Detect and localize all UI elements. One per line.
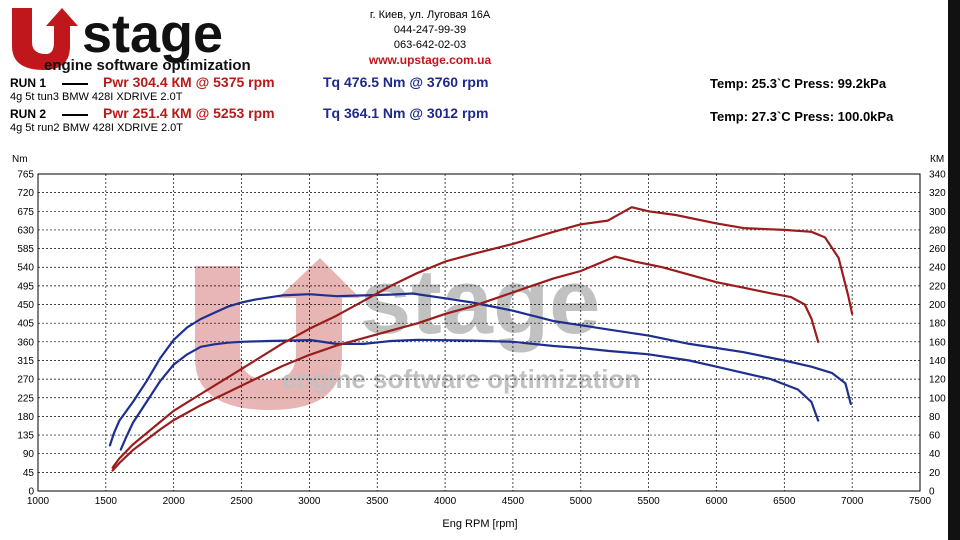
run-1-line-swatch: [62, 83, 88, 85]
y-left-tick-label: 225: [17, 393, 34, 404]
run-2-power: Pwr 251.4 КМ @ 5253 rpm: [103, 105, 275, 121]
run-1-conditions: Temp: 25.3`C Press: 99.2kPa: [710, 76, 887, 91]
y-left-tick-label: 450: [17, 300, 34, 311]
y-axis-right-label: КМ: [930, 154, 944, 165]
upstage-logo: stage engine software optimization: [12, 4, 251, 74]
x-tick-label: 3000: [298, 496, 321, 507]
y-right-tick-label: 320: [929, 188, 946, 199]
phone-2: 063-642-02-03: [393, 39, 467, 51]
chart-series: [108, 206, 854, 472]
y-left-tick-label: 0: [28, 487, 34, 498]
y-left-tick-label: 765: [17, 170, 34, 181]
x-tick-label: 7500: [909, 496, 932, 507]
y-left-tick-label: 180: [17, 412, 34, 423]
x-tick-label: 5000: [570, 496, 593, 507]
x-tick-label: 1500: [95, 496, 118, 507]
run-1-description: 4g 5t tun3 BMW 428I XDRIVE 2.0T: [10, 91, 183, 103]
series-line-run-1-pwr: [111, 206, 854, 469]
x-tick-label: 7000: [841, 496, 864, 507]
x-tick-label: 2500: [230, 496, 253, 507]
x-tick-label: 6000: [705, 496, 728, 507]
y-left-tick-label: 495: [17, 281, 34, 292]
y-right-tick-label: 240: [929, 263, 946, 274]
contact-block: г. Киев, ул. Луговая 16А 044-247-99-39 0…: [330, 8, 530, 68]
y-right-tick-label: 200: [929, 300, 946, 311]
x-tick-label: 6500: [773, 496, 796, 507]
y-right-tick-label: 100: [929, 393, 946, 404]
y-right-tick-label: 160: [929, 337, 946, 348]
y-left-tick-label: 270: [17, 375, 34, 386]
y-left-tick-label: 540: [17, 263, 34, 274]
y-right-tick-label: 220: [929, 281, 946, 292]
y-left-tick-label: 135: [17, 431, 34, 442]
address: г. Киев, ул. Луговая 16А: [369, 9, 491, 21]
y-right-tick-label: 120: [929, 375, 946, 386]
plot-frame: [37, 173, 921, 492]
y-left-tick-label: 315: [17, 356, 34, 367]
run-2-description: 4g 5t run2 BMW 428I XDRIVE 2.0T: [10, 122, 184, 134]
watermark-logo: stage engine software optimization: [195, 251, 640, 410]
y-left-tick-label: 720: [17, 188, 34, 199]
y-axis-left-label: Nm: [12, 154, 28, 165]
logo-wordmark: stage: [82, 4, 223, 64]
run-2-torque: Tq 364.1 Nm @ 3012 rpm: [323, 105, 489, 121]
y-right-tick-label: 0: [929, 487, 935, 498]
run-2-line-swatch: [62, 114, 88, 116]
y-left-tick-label: 45: [23, 468, 35, 479]
x-tick-label: 1000: [27, 496, 50, 507]
y-right-tick-label: 40: [929, 449, 941, 460]
website-link[interactable]: www.upstage.com.ua: [368, 53, 492, 67]
run-2-label: RUN 2: [10, 107, 47, 121]
x-tick-label: 4500: [502, 496, 525, 507]
y-right-tick-label: 300: [929, 207, 946, 218]
y-right-tick-label: 20: [929, 468, 941, 479]
chart-axes: 1000 1500 2000 2500 3000 3500 4000 4500 5000 5500…: [17, 170, 946, 508]
run-1-torque: Tq 476.5 Nm @ 3760 rpm: [323, 74, 489, 90]
series-line-run-2-tq: [119, 338, 820, 451]
run-1-label: RUN 1: [10, 76, 47, 90]
svg-text:stage: stage: [360, 251, 600, 353]
y-left-tick-label: 630: [17, 225, 34, 236]
y-right-tick-label: 60: [929, 431, 941, 442]
x-axis-label: Eng RPM [rpm]: [442, 518, 517, 530]
phone-1: 044-247-99-39: [393, 24, 467, 36]
series-line-run-1-tq: [108, 292, 852, 447]
y-left-tick-label: 675: [17, 207, 34, 218]
logo-tagline: engine software optimization: [44, 57, 251, 74]
run-1-power: Pwr 304.4 КМ @ 5375 rpm: [103, 74, 275, 90]
y-right-tick-label: 180: [929, 319, 946, 330]
series-line-run-2-pwr: [111, 255, 820, 472]
y-right-tick-label: 260: [929, 244, 946, 255]
run-2-conditions: Temp: 27.3`C Press: 100.0kPa: [710, 109, 894, 124]
y-right-tick-label: 340: [929, 170, 946, 181]
y-left-tick-label: 360: [17, 337, 34, 348]
frame-edge: [948, 0, 960, 540]
x-tick-label: 5500: [637, 496, 660, 507]
y-right-tick-label: 280: [929, 225, 946, 236]
y-right-tick-label: 80: [929, 412, 941, 423]
dyno-chart: stage engine software optimization 1000 1…: [12, 154, 946, 530]
x-tick-label: 4000: [434, 496, 457, 507]
x-tick-label: 3500: [366, 496, 389, 507]
y-left-tick-label: 405: [17, 319, 34, 330]
y-right-tick-label: 140: [929, 356, 946, 367]
y-left-tick-label: 90: [23, 449, 35, 460]
x-tick-label: 2000: [163, 496, 186, 507]
y-left-tick-label: 585: [17, 244, 34, 255]
